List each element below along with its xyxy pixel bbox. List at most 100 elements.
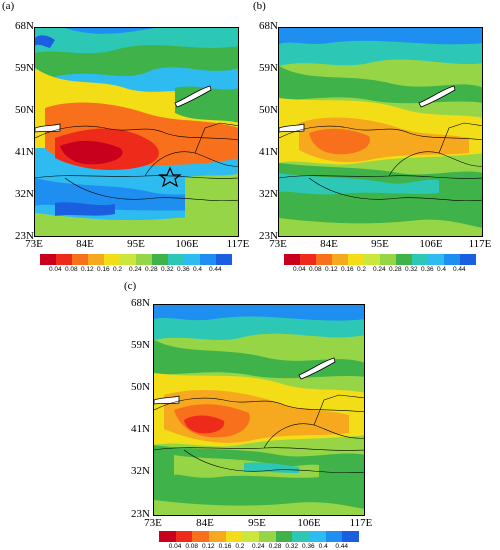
lon-label-c-95: 95E xyxy=(248,517,266,529)
colorbar-tick-label: 0.08 xyxy=(309,266,322,273)
colorbar-tick-label: 0.4 xyxy=(437,266,447,273)
colorbar-swatch xyxy=(175,531,193,542)
colorbar-tick-label: 0.2 xyxy=(357,266,367,273)
colorbar-swatch xyxy=(300,254,316,265)
colorbar-swatch xyxy=(184,254,200,265)
panel-label-c: (c) xyxy=(124,280,137,292)
colorbar-swatch xyxy=(309,531,326,542)
lat-label-c-59: 59N xyxy=(131,339,150,351)
lon-label-c-106: 106E xyxy=(297,517,321,529)
lon-label-b-106: 106E xyxy=(419,238,443,250)
lat-label-c-50: 50N xyxy=(131,381,150,393)
colorbar-swatch xyxy=(412,254,428,265)
colorbar-swatch xyxy=(342,531,360,542)
lon-label-c-117: 117E xyxy=(349,517,373,529)
colorbar-swatch xyxy=(348,254,364,265)
lat-label-c-32: 32N xyxy=(131,465,150,477)
colorbar-tick-label: 0.28 xyxy=(268,543,282,550)
colorbar-tick-label: 0.2 xyxy=(113,266,123,273)
colorbar-swatch xyxy=(275,531,293,542)
lon-label-b-95: 95E xyxy=(371,238,389,250)
lat-label-a-68: 68N xyxy=(15,20,34,32)
colorbar-swatch xyxy=(325,531,343,542)
colorbar-swatch xyxy=(428,254,444,265)
colorbar-swatch xyxy=(396,254,412,265)
colorbar-swatch xyxy=(200,254,216,265)
colorbar-tick-label: 0.24 xyxy=(129,266,142,273)
colorbar-tick-label: 0.24 xyxy=(373,266,386,273)
colorbar-tick-label: 0.32 xyxy=(285,543,298,550)
colorbar-swatch xyxy=(159,531,176,542)
lat-label-b-59: 59N xyxy=(259,62,278,74)
colorbar-tick-label: 0.04 xyxy=(49,266,62,273)
colorbar-swatch xyxy=(136,254,152,265)
lat-label-b-32: 32N xyxy=(259,188,278,200)
lon-label-a-106: 106E xyxy=(175,238,199,250)
colorbar-swatch xyxy=(225,531,243,542)
lat-label-c-41: 41N xyxy=(131,423,150,435)
map-b xyxy=(278,27,483,237)
colorbar-tick-label: 0.16 xyxy=(341,266,354,273)
colorbar-swatch xyxy=(380,254,396,265)
colorbar-swatch xyxy=(56,254,72,265)
colorbar-swatch xyxy=(168,254,184,265)
colorbar-swatch xyxy=(444,254,460,265)
colorbar-tick-label: 0.4 xyxy=(193,266,203,273)
colorbar-tick-label: 0.12 xyxy=(81,266,94,273)
lon-label-c-84: 84E xyxy=(196,517,214,529)
colorbar-tick-label: 0.16 xyxy=(97,266,110,273)
colorbar-swatch xyxy=(152,254,168,265)
colorbar-tick-label: 0.04 xyxy=(293,266,306,273)
colorbar-swatch xyxy=(284,254,300,265)
lon-label-a-95: 95E xyxy=(127,238,145,250)
colorbar-a xyxy=(40,254,232,265)
colorbar-tick-label: 0.36 xyxy=(302,543,315,550)
colorbar-swatch xyxy=(216,254,232,265)
colorbar-tick-label: 0.32 xyxy=(405,266,418,273)
lon-label-a-73: 73E xyxy=(25,238,43,250)
colorbar-swatch xyxy=(209,531,226,542)
colorbar-tick-label: 0.2 xyxy=(235,543,245,550)
map-b-field xyxy=(279,28,482,236)
colorbar-swatch xyxy=(192,531,210,542)
lat-label-a-32: 32N xyxy=(15,188,34,200)
colorbar-swatch xyxy=(460,254,476,265)
lon-label-b-117: 117E xyxy=(468,238,492,250)
colorbar-tick-label: 0.28 xyxy=(145,266,158,273)
star-icon xyxy=(158,166,182,188)
colorbar-swatch xyxy=(120,254,136,265)
colorbar-tick-label: 0.32 xyxy=(161,266,174,273)
colorbar-tick-label: 0.08 xyxy=(185,543,198,550)
lat-label-b-41: 41N xyxy=(259,146,278,158)
lat-label-a-41: 41N xyxy=(15,146,34,158)
lon-label-b-73: 73E xyxy=(269,238,287,250)
map-a xyxy=(34,27,239,237)
lat-label-a-23: 23N xyxy=(15,230,34,242)
colorbar-tick-label: 0.44 xyxy=(453,266,466,273)
colorbar-b xyxy=(284,254,476,265)
lon-label-b-84: 84E xyxy=(320,238,338,250)
colorbar-swatch xyxy=(88,254,104,265)
colorbar-swatch xyxy=(364,254,380,265)
colorbar-tick-label: 0.08 xyxy=(65,266,78,273)
colorbar-tick-label: 0.44 xyxy=(209,266,222,273)
lat-label-c-23: 23N xyxy=(131,508,150,520)
colorbar-tick-label: 0.36 xyxy=(421,266,434,273)
colorbar-tick-label: 0.24 xyxy=(252,543,265,550)
colorbar-swatch xyxy=(259,531,276,542)
map-a-field xyxy=(35,28,238,236)
lat-label-a-59: 59N xyxy=(15,62,34,74)
lon-label-c-73: 73E xyxy=(144,517,162,529)
colorbar-swatch xyxy=(72,254,88,265)
lat-label-b-23: 23N xyxy=(259,230,278,242)
lat-label-b-68: 68N xyxy=(259,20,278,32)
colorbar-tick-label: 0.12 xyxy=(202,543,215,550)
colorbar-swatch xyxy=(242,531,260,542)
lat-label-b-50: 50N xyxy=(259,104,278,116)
colorbar-tick-label: 0.44 xyxy=(335,543,348,550)
map-c xyxy=(153,304,365,516)
colorbar-tick-label: 0.4 xyxy=(318,543,328,550)
lat-label-a-50: 50N xyxy=(15,104,34,116)
colorbar-swatch xyxy=(316,254,332,265)
panel-label-a: (a) xyxy=(2,0,15,12)
